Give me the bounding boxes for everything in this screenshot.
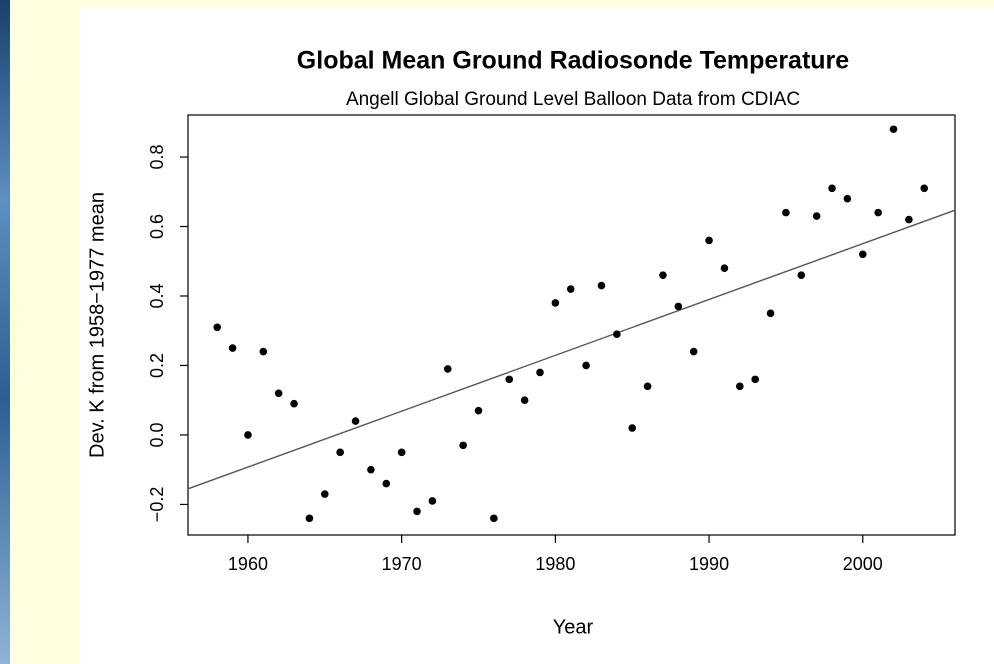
point (613, 330, 621, 339)
point (320, 490, 329, 498)
point (674, 302, 683, 311)
point (751, 375, 759, 384)
point (228, 344, 237, 352)
point (828, 184, 836, 193)
chart-panel (80, 8, 994, 664)
point (259, 347, 268, 356)
point (213, 323, 222, 332)
point (689, 347, 698, 356)
point (628, 424, 637, 432)
point (566, 285, 575, 293)
background-image-strip (0, 0, 10, 664)
point (274, 389, 283, 398)
point (659, 271, 667, 279)
x-tick-label: 1990 (689, 554, 729, 574)
point (305, 514, 314, 523)
point (382, 479, 391, 488)
point (536, 368, 544, 377)
point (367, 465, 375, 474)
point (858, 250, 867, 259)
point (812, 212, 821, 220)
x-tick-label: 1980 (535, 554, 575, 574)
point (397, 448, 406, 457)
y-tick-label: 0.6 (147, 214, 167, 239)
point (490, 514, 498, 523)
plot-frame (187, 114, 956, 536)
x-tick-label: 1960 (228, 554, 268, 574)
point (874, 208, 882, 217)
point (643, 382, 652, 391)
y-axis-label: Dev. K from 1958−1977 mean (86, 192, 108, 458)
point (413, 507, 421, 516)
trend-line (187, 209, 956, 490)
x-tick-label: 1970 (382, 554, 422, 574)
point (244, 431, 252, 439)
chart-subtitle: Angell Global Ground Level Balloon Data … (346, 89, 800, 110)
point (551, 299, 560, 307)
point (505, 375, 514, 384)
point (336, 448, 344, 457)
point (582, 361, 590, 370)
x-axis-label: Year (553, 616, 594, 638)
point (474, 406, 483, 415)
point (720, 264, 729, 273)
y-tick-label: 0.4 (147, 283, 167, 308)
point (705, 236, 713, 245)
point (889, 125, 898, 134)
y-tick-label: −0.2 (147, 487, 167, 523)
y-tick-label: 0.0 (147, 422, 167, 447)
point (766, 309, 775, 318)
point (782, 208, 790, 217)
point (459, 441, 467, 450)
point (843, 194, 852, 203)
point (520, 396, 529, 405)
y-tick-label: 0.8 (147, 145, 167, 170)
point (736, 382, 744, 391)
point (597, 281, 606, 290)
point (290, 399, 298, 408)
point (351, 417, 360, 425)
point (920, 184, 929, 193)
y-tick-label: 0.2 (147, 353, 167, 378)
point (428, 497, 437, 505)
x-tick-label: 2000 (843, 554, 883, 574)
point (443, 365, 452, 373)
point (905, 215, 913, 224)
chart-title: Global Mean Ground Radiosonde Temperatur… (297, 47, 849, 75)
point (797, 271, 806, 279)
